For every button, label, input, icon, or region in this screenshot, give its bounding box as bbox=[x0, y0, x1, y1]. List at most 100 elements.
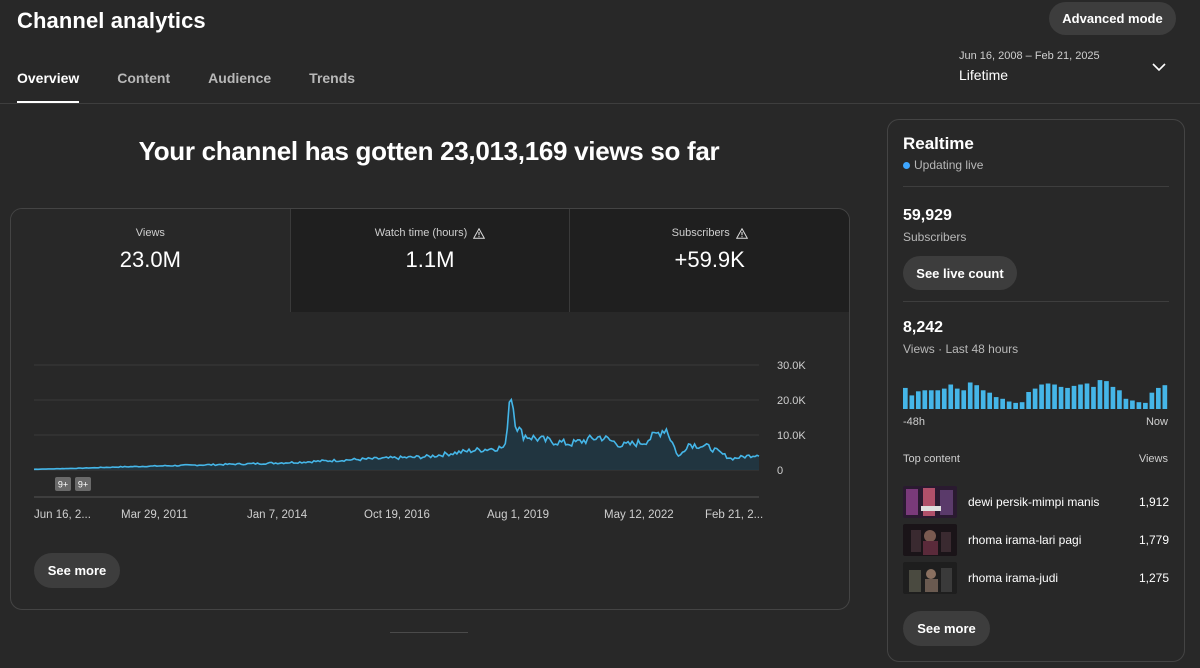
realtime-bar bbox=[941, 388, 947, 409]
video-thumbnail bbox=[903, 562, 957, 594]
realtime-axis-start: -48h bbox=[903, 416, 926, 428]
metric-subscribers-label: Subscribers bbox=[671, 227, 730, 239]
header-divider bbox=[0, 103, 1200, 104]
realtime-bar bbox=[1000, 398, 1005, 409]
date-range-text: Jun 16, 2008 – Feb 21, 2025 bbox=[959, 50, 1100, 62]
y-tick-label: 20.0K bbox=[777, 395, 806, 407]
see-live-count-button[interactable]: See live count bbox=[903, 256, 1017, 290]
realtime-bar bbox=[1019, 402, 1025, 409]
tab-overview[interactable]: Overview bbox=[17, 70, 80, 104]
advanced-mode-button[interactable]: Advanced mode bbox=[1049, 2, 1176, 35]
realtime-bar bbox=[954, 388, 960, 409]
x-tick-label: Jan 7, 2014 bbox=[247, 509, 308, 521]
y-tick-label: 30.0K bbox=[777, 360, 806, 372]
realtime-bar bbox=[1078, 384, 1083, 409]
metric-views[interactable]: Views 23.0M bbox=[11, 209, 290, 312]
realtime-divider bbox=[903, 301, 1169, 302]
top-content-title: rhoma irama-judi bbox=[968, 571, 1059, 585]
realtime-bar bbox=[987, 392, 993, 409]
annotation-marker bbox=[75, 477, 91, 491]
area-fill bbox=[34, 399, 759, 470]
realtime-bar bbox=[903, 387, 908, 409]
realtime-see-more-button[interactable]: See more bbox=[903, 611, 990, 646]
top-content-row[interactable]: rhoma irama-lari pagi 1,779 bbox=[903, 524, 1169, 556]
views-headline: Your channel has gotten 23,013,169 views… bbox=[138, 136, 720, 166]
realtime-bar bbox=[1162, 385, 1168, 409]
realtime-bar bbox=[1097, 380, 1103, 409]
realtime-bar bbox=[1045, 383, 1051, 409]
metric-watch-time-value: 1.1M bbox=[405, 247, 455, 272]
chart-markers: 9+ 9+ bbox=[55, 477, 91, 491]
updating-live-label: Updating live bbox=[914, 158, 984, 172]
y-tick-label: 0 bbox=[777, 465, 783, 477]
realtime-axis-end: Now bbox=[1145, 416, 1168, 428]
metric-watch-time-label: Watch time (hours) bbox=[374, 227, 468, 239]
realtime-bar bbox=[1104, 381, 1109, 409]
realtime-card: Realtime Updating live 59,929 Subscriber… bbox=[887, 119, 1185, 662]
realtime-bar bbox=[1052, 384, 1057, 409]
metric-views-label: Views bbox=[135, 227, 165, 239]
warning-icon bbox=[473, 227, 486, 239]
realtime-bar bbox=[980, 390, 986, 409]
realtime-bar bbox=[1110, 386, 1116, 409]
views-column-label: Views bbox=[1138, 453, 1168, 465]
tab-trends[interactable]: Trends bbox=[309, 70, 356, 86]
realtime-bar bbox=[961, 390, 967, 409]
metric-watch-time[interactable]: Watch time (hours) 1.1M bbox=[289, 209, 570, 312]
realtime-bar bbox=[1039, 384, 1044, 409]
scroll-hint bbox=[390, 632, 468, 633]
tab-content[interactable]: Content bbox=[117, 70, 171, 86]
realtime-divider bbox=[903, 186, 1169, 187]
realtime-bar bbox=[948, 384, 954, 409]
realtime-bar bbox=[1149, 392, 1155, 409]
see-more-button[interactable]: See more bbox=[34, 553, 120, 588]
realtime-bar bbox=[935, 390, 941, 409]
video-thumbnail bbox=[903, 486, 957, 518]
realtime-views-value: 8,242 bbox=[903, 319, 944, 336]
realtime-title: Realtime bbox=[903, 134, 974, 153]
realtime-bar bbox=[1058, 386, 1064, 409]
realtime-bar bbox=[993, 397, 999, 409]
top-content-row[interactable]: dewi persik-mimpi manis 1,912 bbox=[903, 486, 1169, 518]
x-tick-label: May 12, 2022 bbox=[604, 509, 674, 521]
top-content-views: 1,779 bbox=[1138, 533, 1169, 547]
x-tick-label: Aug 1, 2019 bbox=[487, 509, 549, 521]
top-content-title: rhoma irama-lari pagi bbox=[968, 533, 1082, 547]
views-chart: 30.0K 20.0K 10.0K 0 Jun 16, 2... Mar 29, 201… bbox=[33, 360, 806, 521]
date-range-label: Lifetime bbox=[959, 67, 1009, 83]
realtime-subscribers-label: Subscribers bbox=[903, 230, 967, 244]
top-content-label: Top content bbox=[903, 453, 960, 465]
realtime-subscribers-value: 59,929 bbox=[903, 207, 952, 224]
x-tick-label: Mar 29, 2011 bbox=[121, 509, 188, 521]
chart-grid bbox=[34, 364, 759, 498]
page-title: Channel analytics bbox=[17, 8, 206, 33]
realtime-bar bbox=[974, 385, 980, 409]
realtime-bar-chart bbox=[903, 380, 1168, 409]
metric-subscribers[interactable]: Subscribers +59.9K bbox=[569, 209, 849, 312]
tab-audience[interactable]: Audience bbox=[208, 70, 272, 86]
top-content-row[interactable]: rhoma irama-judi 1,275 bbox=[903, 562, 1169, 594]
annotation-marker-label: 9+ bbox=[58, 480, 68, 490]
x-tick-label: Jun 16, 2... bbox=[34, 509, 91, 521]
y-tick-label: 10.0K bbox=[777, 430, 806, 442]
realtime-bar bbox=[1065, 387, 1070, 409]
chart-y-ticks: 30.0K 20.0K 10.0K 0 bbox=[777, 360, 806, 477]
top-content-views: 1,912 bbox=[1138, 495, 1169, 509]
realtime-bar bbox=[1006, 401, 1012, 409]
x-tick-label: Feb 21, 2... bbox=[705, 509, 763, 521]
realtime-bar bbox=[1130, 400, 1135, 409]
overview-card: Views 23.0M Watch time (hours) 1.1M Subs… bbox=[10, 208, 850, 610]
metric-subscribers-value: +59.9K bbox=[674, 247, 745, 272]
realtime-bar bbox=[1013, 402, 1018, 409]
date-range-picker[interactable]: Jun 16, 2008 – Feb 21, 2025 Lifetime bbox=[959, 50, 1174, 90]
realtime-views-label: Views · Last 48 hours bbox=[903, 342, 1019, 356]
realtime-bar bbox=[967, 382, 973, 409]
annotation-marker-label: 9+ bbox=[78, 480, 88, 490]
area-line bbox=[33, 397, 760, 471]
metric-views-value: 23.0M bbox=[119, 247, 181, 272]
video-thumbnail bbox=[903, 524, 957, 556]
warning-icon bbox=[735, 227, 748, 239]
chart-series bbox=[33, 397, 760, 471]
realtime-bar bbox=[1136, 402, 1142, 409]
realtime-bar bbox=[915, 391, 921, 409]
